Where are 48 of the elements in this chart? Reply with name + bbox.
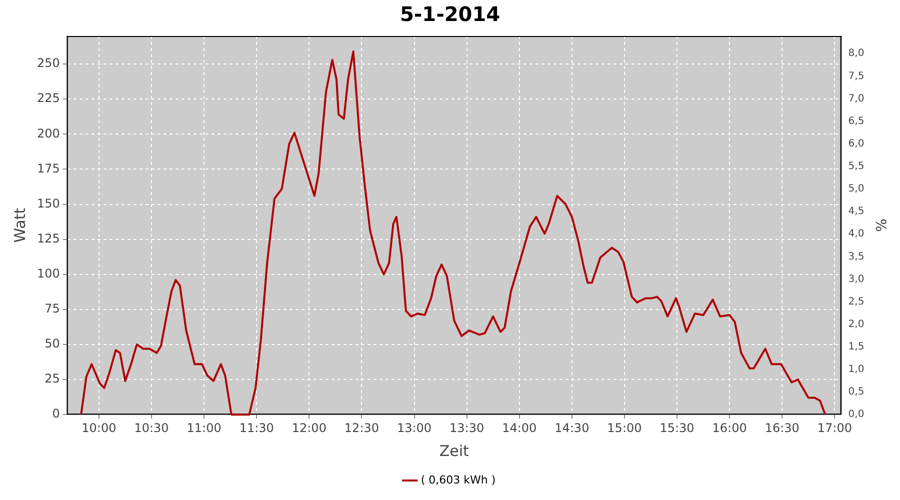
x-tick-label: 15:30 [660,420,694,435]
chart-title: 5-1-2014 [400,2,500,26]
y-tick-label: 0 [52,406,60,421]
y-tick-label: 175 [37,161,60,176]
x-tick-label: 16:30 [764,420,800,435]
y-tick-label: 125 [37,231,60,246]
y2-tick-label: 3,0 [848,274,864,285]
y2-tick-label: 1,5 [848,342,864,353]
x-axis-title: Zeit [439,442,469,460]
x-tick-label: 14:30 [554,420,590,435]
y2-tick-label: 5,0 [848,184,864,195]
x-tick-label: 17:00 [817,420,852,435]
y-axis-title: Watt [10,208,29,243]
y2-tick-label: 0,0 [848,409,864,420]
y-tick-label: 100 [37,266,60,281]
y-tick-label: 75 [44,302,60,316]
x-tick-label: 12:00 [292,420,326,435]
y2-tick-label: 7,0 [848,93,864,104]
y2-tick-label: 4,0 [848,228,864,240]
y2-tick-label: 0,5 [848,386,864,398]
y2-tick-label: 5,5 [848,161,864,172]
legend-label: ( 0,603 kWh ) [420,473,496,486]
y2-tick-label: 6,0 [848,138,864,150]
y2-tick-label: 6,5 [848,116,864,127]
x-tick-label: 10:30 [134,420,169,435]
x-tick-label: 13:30 [450,420,484,435]
y-tick-label: 250 [37,56,60,70]
y2-tick-label: 4,5 [848,206,864,218]
y2-tick-label: 7,5 [848,70,864,82]
x-tick-label: 10:00 [82,420,116,435]
x-tick-label: 11:30 [239,420,274,435]
x-tick-label: 13:00 [396,420,432,435]
y2-tick-label: 8,0 [848,48,864,60]
x-tick-label: 15:00 [607,420,642,435]
y2-tick-label: 1,0 [848,364,864,376]
y2-tick-label: 3,5 [848,251,864,262]
y-tick-label: 25 [44,372,60,386]
y2-axis-title: % [872,218,888,232]
x-tick-label: 12:30 [344,420,380,435]
y2-tick-label: 2,0 [848,318,864,330]
y-tick-label: 200 [37,126,60,140]
y-tick-label: 225 [37,91,60,106]
y-tick-label: 150 [37,196,60,210]
y-tick-label: 50 [44,336,60,351]
x-tick-label: 16:00 [712,420,747,435]
x-tick-label: 14:00 [502,420,537,435]
x-tick-label: 11:00 [186,420,222,435]
y2-tick-label: 2,5 [848,296,864,308]
